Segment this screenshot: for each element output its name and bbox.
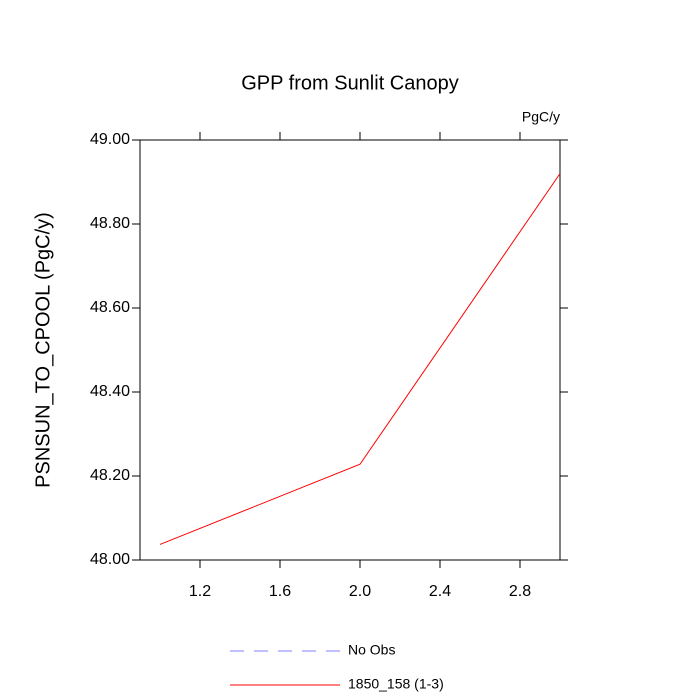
y-tick-label: 49.00 [90,131,130,148]
x-tick-label: 1.2 [189,583,211,600]
y-tick-label: 48.40 [90,383,130,400]
y-tick-label: 48.00 [90,551,130,568]
units-label: PgC/y [522,109,560,125]
x-tick-label: 2.4 [429,583,451,600]
y-tick-label: 48.20 [90,467,130,484]
chart-title: GPP from Sunlit Canopy [241,72,459,94]
legend-label: No Obs [348,642,395,658]
y-axis-label: PSNSUN_TO_CPOOL (PgC/y) [32,212,54,488]
legend-label: 1850_158 (1-3) [348,676,444,692]
plot-frame [139,139,561,561]
y-tick-label: 48.60 [90,299,130,316]
data-line [159,173,561,545]
x-tick-label: 2.8 [509,583,531,600]
x-tick-label: 1.6 [269,583,291,600]
x-tick-label: 2.0 [349,583,371,600]
y-tick-label: 48.80 [90,215,130,232]
